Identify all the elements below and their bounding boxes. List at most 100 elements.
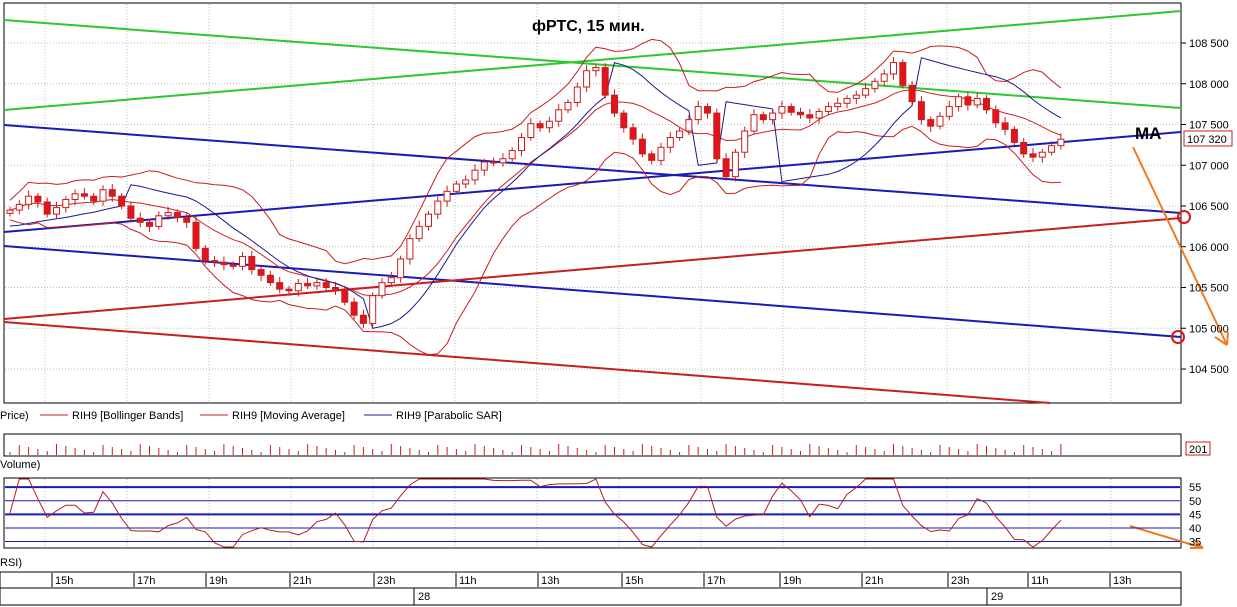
candle-body-113 (1057, 138, 1065, 147)
volume-bars (9, 444, 1062, 455)
candle-body-24 (229, 264, 237, 267)
rsi-level-label-50: 50 (1189, 496, 1201, 508)
candle-body-106 (992, 109, 1000, 124)
candles (6, 56, 1065, 330)
target-circle-lower (1171, 330, 1185, 344)
candle-body-60 (564, 101, 572, 111)
candle-body-4 (43, 201, 51, 215)
green-trendline-up (3, 10, 1182, 111)
candle-body-96 (899, 62, 907, 86)
candle-body-32 (304, 282, 312, 287)
candle-body-15 (146, 221, 153, 227)
candle-body-44 (415, 225, 423, 240)
candle-body-18 (173, 212, 181, 218)
candle-body-29 (276, 282, 284, 290)
candle-body-101 (945, 106, 953, 117)
legend: Price) RIH9 [Bollinger Bands] RIH9 [Movi… (0, 410, 502, 422)
candle-body-1 (15, 203, 23, 211)
candle-body-27 (257, 269, 265, 276)
volume-panel-label: Volume) (0, 459, 40, 471)
x-tick-label-0: 15h (55, 575, 73, 587)
x-tick-label-7: 15h (625, 575, 643, 587)
candle-body-98 (917, 101, 925, 121)
candle-body-2 (25, 195, 33, 205)
candle-body-78 (731, 151, 739, 178)
candle-body-7 (71, 193, 79, 200)
candle-body-76 (713, 112, 721, 160)
x-tick-label-8: 17h (707, 575, 725, 587)
moving-average-line (9, 89, 1062, 297)
y-tick-label-0: 104 500 (1189, 364, 1229, 376)
candle-body-79 (741, 130, 749, 153)
rsi-panel-frame (3, 477, 1182, 549)
candle-body-21 (201, 247, 209, 262)
candle-body-86 (806, 114, 814, 119)
candle-body-69 (648, 153, 656, 161)
candle-body-37 (350, 301, 358, 316)
candle-body-66 (620, 112, 628, 129)
legend-item-bollinger: RIH9 [Bollinger Bands] (72, 410, 183, 422)
candle-body-0 (6, 209, 14, 214)
candle-body-72 (676, 130, 684, 139)
ma-annotation: MA (1135, 124, 1161, 143)
candle-body-57 (536, 123, 544, 129)
candle-body-108 (1010, 128, 1018, 143)
candle-body-75 (704, 106, 711, 114)
grid (5, 4, 1180, 547)
rsi-level-label-35: 35 (1189, 537, 1201, 549)
candle-body-63 (592, 66, 600, 72)
candle-body-33 (313, 282, 321, 287)
candle-body-112 (1048, 145, 1056, 153)
candle-body-13 (127, 205, 135, 219)
x-tick-label-3: 21h (293, 575, 311, 587)
chart-title: фРТС, 15 мин. (532, 18, 645, 35)
candle-body-9 (90, 195, 98, 202)
candle-body-77 (722, 158, 730, 178)
candle-body-46 (434, 200, 442, 215)
candle-body-47 (443, 190, 451, 202)
candle-body-81 (759, 114, 767, 121)
day-label-29: 29 (991, 591, 1003, 603)
candle-body-64 (601, 66, 609, 96)
candle-body-50 (471, 169, 479, 181)
candle-body-85 (797, 111, 804, 116)
candle-body-35 (332, 287, 339, 290)
candle-body-56 (527, 123, 535, 139)
trend-lines (3, 10, 1229, 549)
y-axis: 104 500 105 000 105 500 106 000 106 500 107 0… (1181, 38, 1229, 376)
candle-body-74 (694, 106, 702, 121)
volume-value-label: 201 (1189, 444, 1207, 456)
candle-body-73 (685, 119, 693, 132)
x-tick-label-2: 19h (209, 575, 227, 587)
candle-body-5 (53, 207, 60, 215)
red-trendline-rising (3, 217, 1182, 320)
candle-body-17 (164, 212, 172, 217)
candle-body-55 (518, 137, 525, 152)
candle-body-3 (34, 195, 42, 203)
candle-body-105 (983, 97, 990, 111)
candle-body-40 (378, 282, 386, 297)
x-tick-label-1: 17h (137, 575, 155, 587)
candle-body-88 (824, 106, 832, 112)
candle-body-41 (387, 277, 395, 284)
bollinger-lower (9, 125, 1061, 356)
candle-body-111 (1038, 151, 1046, 158)
blue-trendline-upper (3, 124, 1182, 214)
day-label-28: 28 (418, 591, 430, 603)
candle-body-42 (397, 258, 405, 279)
x-tick-label-9: 19h (783, 575, 801, 587)
candle-body-6 (62, 198, 70, 209)
blue-trendline-rising (3, 131, 1182, 233)
candle-body-25 (239, 256, 246, 267)
candle-body-61 (573, 86, 581, 103)
y-tick-label-4: 106 500 (1189, 201, 1229, 213)
candle-body-14 (136, 217, 144, 223)
forecast-arrow (1132, 146, 1228, 346)
y-tick-label-6: 107 500 (1189, 120, 1229, 132)
candle-body-59 (555, 109, 563, 122)
candle-body-8 (80, 193, 88, 197)
candle-body-99 (927, 119, 935, 127)
candle-body-84 (787, 106, 795, 113)
red-trendline-falling (3, 321, 1051, 404)
